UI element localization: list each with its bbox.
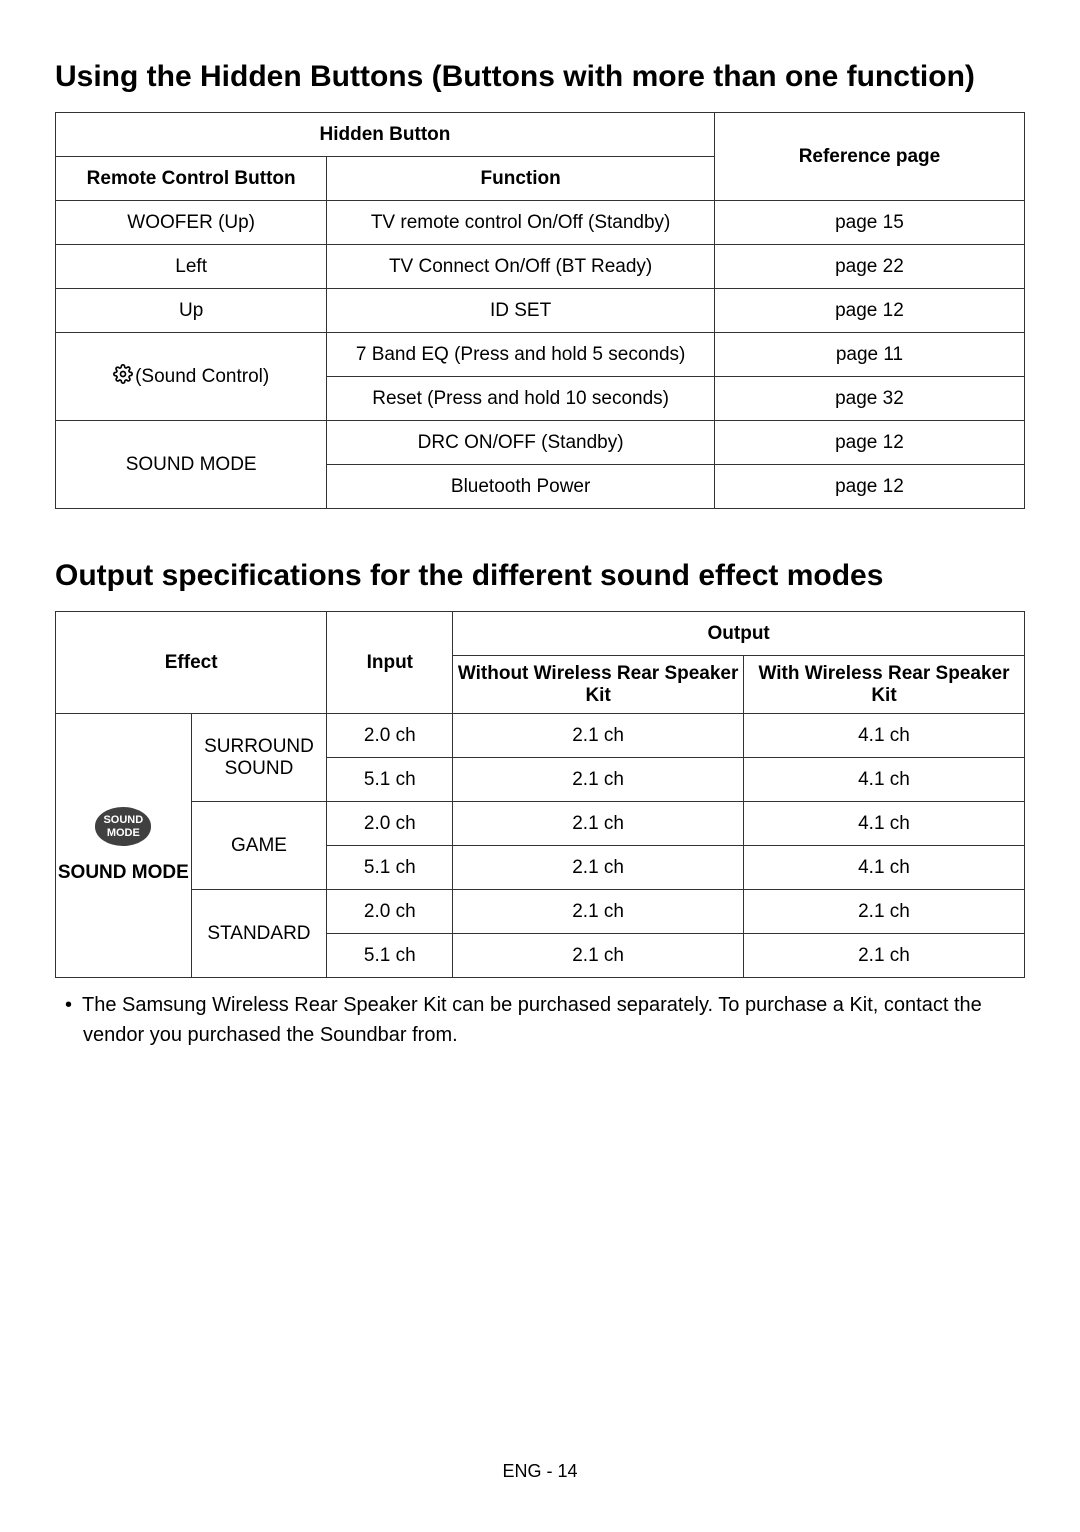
table-row: Up ID SET page 12: [56, 289, 1025, 333]
cell-function: Reset (Press and hold 10 seconds): [327, 377, 715, 421]
cell-effect-name: GAME: [191, 802, 327, 890]
header-reference-page: Reference page: [714, 113, 1024, 201]
cell-button: WOOFER (Up): [56, 201, 327, 245]
sound-control-label: (Sound Control): [135, 366, 269, 387]
cell-without: 2.1 ch: [453, 758, 744, 802]
table-row: GAME 2.0 ch 2.1 ch 4.1 ch: [56, 802, 1025, 846]
table-row: STANDARD 2.0 ch 2.1 ch 2.1 ch: [56, 890, 1025, 934]
table-row: SOUND MODE SOUND MODE SURROUND SOUND 2.0…: [56, 714, 1025, 758]
header-output: Output: [453, 612, 1025, 656]
cell-input: 2.0 ch: [327, 802, 453, 846]
sound-mode-group-label: SOUND MODE: [56, 862, 191, 884]
header-input: Input: [327, 612, 453, 714]
cell-input: 5.1 ch: [327, 846, 453, 890]
cell-button: Left: [56, 245, 327, 289]
cell-ref: page 11: [714, 333, 1024, 377]
gear-icon: [113, 364, 133, 390]
cell-ref: page 32: [714, 377, 1024, 421]
table-header-row: Effect Input Output: [56, 612, 1025, 656]
cell-without: 2.1 ch: [453, 934, 744, 978]
cell-function: DRC ON/OFF (Standby): [327, 421, 715, 465]
cell-with: 4.1 ch: [743, 758, 1024, 802]
cell-ref: page 12: [714, 421, 1024, 465]
cell-with: 2.1 ch: [743, 934, 1024, 978]
hidden-buttons-section: Using the Hidden Buttons (Buttons with m…: [55, 60, 1025, 509]
table-row: WOOFER (Up) TV remote control On/Off (St…: [56, 201, 1025, 245]
table-row: (Sound Control) 7 Band EQ (Press and hol…: [56, 333, 1025, 377]
table-row: SOUND MODE DRC ON/OFF (Standby) page 12: [56, 421, 1025, 465]
header-with-kit: With Wireless Rear Speaker Kit: [743, 656, 1024, 714]
header-without-kit: Without Wireless Rear Speaker Kit: [453, 656, 744, 714]
cell-ref: page 12: [714, 289, 1024, 333]
header-remote-control-button: Remote Control Button: [56, 157, 327, 201]
cell-function: TV Connect On/Off (BT Ready): [327, 245, 715, 289]
output-specs-section: Output specifications for the different …: [55, 559, 1025, 1050]
header-effect: Effect: [56, 612, 327, 714]
cell-function: TV remote control On/Off (Standby): [327, 201, 715, 245]
cell-function: ID SET: [327, 289, 715, 333]
cell-ref: page 15: [714, 201, 1024, 245]
speaker-kit-note: The Samsung Wireless Rear Speaker Kit ca…: [55, 990, 1025, 1050]
cell-with: 4.1 ch: [743, 802, 1024, 846]
cell-without: 2.1 ch: [453, 714, 744, 758]
cell-input: 2.0 ch: [327, 714, 453, 758]
hidden-buttons-table: Hidden Button Reference page Remote Cont…: [55, 112, 1025, 509]
output-specs-heading: Output specifications for the different …: [55, 559, 1025, 593]
badge-line2: MODE: [107, 827, 140, 839]
cell-without: 2.1 ch: [453, 846, 744, 890]
table-row: Left TV Connect On/Off (BT Ready) page 2…: [56, 245, 1025, 289]
table-header-row: Hidden Button Reference page: [56, 113, 1025, 157]
header-function: Function: [327, 157, 715, 201]
cell-function: 7 Band EQ (Press and hold 5 seconds): [327, 333, 715, 377]
cell-effect-name: STANDARD: [191, 890, 327, 978]
hidden-buttons-heading: Using the Hidden Buttons (Buttons with m…: [55, 60, 1025, 94]
cell-ref: page 12: [714, 465, 1024, 509]
cell-ref: page 22: [714, 245, 1024, 289]
cell-sound-mode-group: SOUND MODE SOUND MODE: [56, 714, 192, 978]
cell-button: Up: [56, 289, 327, 333]
sound-mode-badge-icon: SOUND MODE: [95, 807, 151, 845]
cell-with: 2.1 ch: [743, 890, 1024, 934]
cell-without: 2.1 ch: [453, 890, 744, 934]
cell-sound-mode: SOUND MODE: [56, 421, 327, 509]
header-hidden-button: Hidden Button: [56, 113, 715, 157]
output-specs-table: Effect Input Output Without Wireless Rea…: [55, 611, 1025, 978]
badge-line1: SOUND: [103, 814, 143, 826]
page-footer: ENG - 14: [0, 1461, 1080, 1482]
cell-with: 4.1 ch: [743, 846, 1024, 890]
cell-input: 5.1 ch: [327, 758, 453, 802]
cell-input: 2.0 ch: [327, 890, 453, 934]
cell-function: Bluetooth Power: [327, 465, 715, 509]
cell-effect-name: SURROUND SOUND: [191, 714, 327, 802]
cell-with: 4.1 ch: [743, 714, 1024, 758]
cell-input: 5.1 ch: [327, 934, 453, 978]
cell-sound-control: (Sound Control): [56, 333, 327, 421]
cell-without: 2.1 ch: [453, 802, 744, 846]
